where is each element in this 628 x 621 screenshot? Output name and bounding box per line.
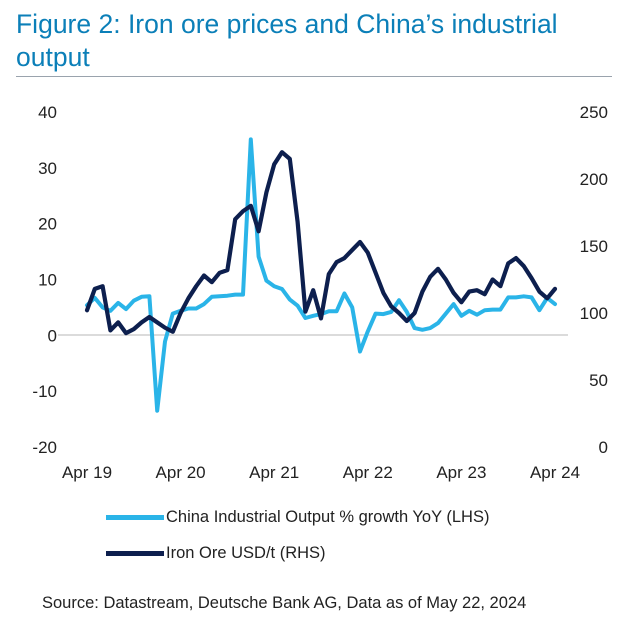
left-tick-label: 40 <box>38 103 57 122</box>
right-tick-label: 150 <box>580 237 608 256</box>
x-tick-label: Apr 21 <box>249 463 299 482</box>
legend-item-iron-ore: Iron Ore USD/t (RHS) <box>106 542 489 564</box>
series-layer <box>84 137 558 413</box>
source-note: Source: Datastream, Deutsche Bank AG, Da… <box>42 594 527 612</box>
x-tick-label: Apr 19 <box>62 463 112 482</box>
left-axis: 40 30 20 10 0 -10 -20 <box>32 103 57 457</box>
x-tick-label: Apr 22 <box>343 463 393 482</box>
series-line-iron-ore <box>84 150 558 336</box>
right-tick-label: 0 <box>599 438 608 457</box>
legend-swatch-industrial-output <box>106 514 164 520</box>
left-tick-label: 0 <box>48 326 57 345</box>
legend-swatch-iron-ore <box>106 550 164 556</box>
title-divider <box>16 76 612 77</box>
right-tick-label: 50 <box>589 371 608 390</box>
left-tick-label: -10 <box>32 382 57 401</box>
legend-label-iron-ore: Iron Ore USD/t (RHS) <box>166 543 326 562</box>
right-tick-label: 250 <box>580 103 608 122</box>
right-axis: 250 200 150 100 50 0 <box>580 103 608 457</box>
chart-title: Figure 2: Iron ore prices and China’s in… <box>16 9 558 72</box>
right-tick-label: 200 <box>580 170 608 189</box>
left-tick-label: -20 <box>32 438 57 457</box>
x-axis: Apr 19 Apr 20 Apr 21 Apr 22 Apr 23 Apr 24 <box>62 463 580 482</box>
x-tick-label: Apr 23 <box>436 463 486 482</box>
legend-label-industrial-output: China Industrial Output % growth YoY (LH… <box>166 507 490 526</box>
right-tick-label: 100 <box>580 304 608 323</box>
x-tick-label: Apr 24 <box>530 463 580 482</box>
legend: China Industrial Output % growth YoY (LH… <box>106 506 489 578</box>
legend-item-industrial-output: China Industrial Output % growth YoY (LH… <box>106 506 489 528</box>
series-line-industrial-output <box>85 137 557 413</box>
x-tick-label: Apr 20 <box>156 463 206 482</box>
left-tick-label: 10 <box>38 271 57 290</box>
left-tick-label: 20 <box>38 215 57 234</box>
left-tick-label: 30 <box>38 159 57 178</box>
